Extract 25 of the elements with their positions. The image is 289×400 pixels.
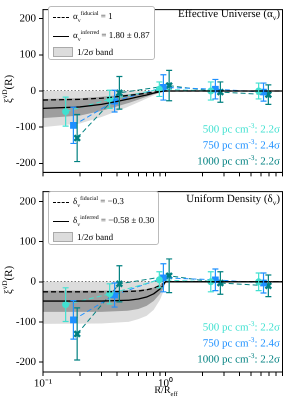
text: 750 pc cm$^{-3}$: 2.4σ <box>202 336 280 350</box>
legend-label: 1/2σ band <box>77 46 114 58</box>
legend-label: δ$_{v}$$^{fiducial}$ = −0.3 <box>73 194 124 211</box>
x-tick-label: 10⁻¹ <box>34 377 52 390</box>
legend-label: δ$_{v}$$^{inferred}$ = −0.58 ± 0.30 <box>73 214 154 230</box>
text: 1000 pc cm$^{-3}$: 2.2σ <box>197 352 280 366</box>
y-tick-label: 100 <box>20 48 36 61</box>
y-tick-label: 200 <box>20 196 36 208</box>
chart-title: Uniform Density (δ$_{v}$) <box>186 193 280 208</box>
legend-label: α$_{v}$$^{inferred}$ = 1.80 ± 0.87 <box>73 28 150 45</box>
y-tick-label: 100 <box>20 236 36 248</box>
chart-title: Effective Universe (α$_{v}$) <box>178 8 280 22</box>
y-tick-label: -100 <box>16 121 36 134</box>
text: 750 pc cm$^{-3}$: 2.4σ <box>202 138 280 152</box>
y-tick-label: -200 <box>16 356 36 368</box>
y-tick-label: -200 <box>16 157 36 170</box>
text: 1000 pc cm$^{-3}$: 2.2σ <box>197 154 280 168</box>
y-tick-label: 0 <box>30 276 36 288</box>
text: 500 pc cm$^{-3}$: 2.2σ <box>202 122 280 136</box>
text: 500 pc cm$^{-3}$: 2.2σ <box>202 320 280 334</box>
legend-label: 1/2σ band <box>77 230 114 243</box>
legend-label: α$_{v}$$^{fiducial}$ = 1 <box>73 10 113 26</box>
y-tick-label: -100 <box>16 316 36 328</box>
y-tick-label: 0 <box>30 84 36 97</box>
y-tick-label: 200 <box>20 12 36 25</box>
